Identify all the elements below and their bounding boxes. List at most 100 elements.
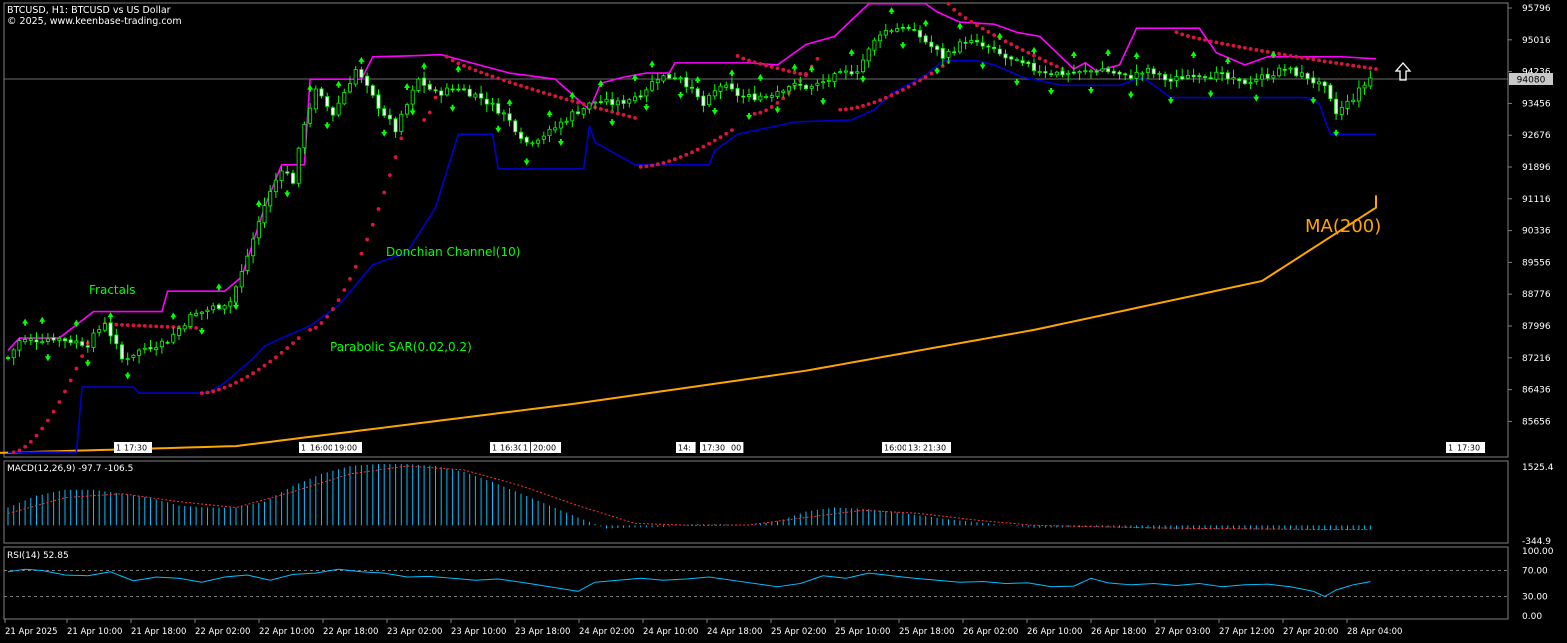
fractal-up-icon (358, 56, 365, 64)
sar-dot (502, 78, 506, 83)
bull-candle-body (239, 271, 244, 288)
sar-dot (160, 324, 164, 329)
bull-candle-body (1134, 71, 1139, 79)
sar-dot (496, 76, 501, 81)
bull-candle-body (650, 81, 655, 91)
time-marker-label: 00 (731, 444, 741, 453)
fractal-down-icon (677, 91, 684, 99)
bear-candle-body (1311, 77, 1316, 84)
bear-candle-body (1009, 56, 1014, 60)
time-marker-label: 19:00 (334, 444, 357, 453)
sar-dot (51, 409, 56, 414)
bear-candle-body (1049, 73, 1054, 75)
sar-dot (866, 102, 871, 107)
sar-dot (975, 23, 979, 28)
bull-candle-body (712, 90, 717, 97)
sar-dot (918, 78, 922, 83)
bear-candle-body (672, 77, 677, 80)
fractal-down-icon (1333, 129, 1340, 137)
bull-candle-body (587, 102, 592, 110)
bear-candle-body (148, 347, 153, 350)
bull-candle-body (553, 127, 558, 131)
time-marker-box (1446, 442, 1456, 453)
sar-dot (1334, 61, 1338, 65)
bull-candle-body (171, 333, 176, 343)
bull-candle-body (222, 305, 227, 310)
sar-dot (68, 378, 73, 383)
time-tick-label: 26 Apr 02:00 (963, 627, 1018, 637)
sar-dot (741, 56, 746, 61)
bear-candle-body (923, 35, 928, 43)
time-tick-label: 26 Apr 18:00 (1091, 627, 1146, 637)
fractal-up-icon (1224, 57, 1231, 65)
sar-dot (1191, 35, 1196, 40)
bear-candle-body (450, 88, 455, 91)
fractal-down-icon (979, 62, 986, 70)
fractal-up-icon (546, 110, 553, 118)
bull-candle-body (661, 75, 666, 82)
bear-candle-body (365, 75, 370, 86)
sar-dot (844, 107, 848, 112)
bull-candle-body (444, 87, 449, 96)
bear-candle-body (1334, 98, 1339, 115)
bull-candle-body (23, 339, 28, 343)
bull-candle-body (1089, 70, 1094, 73)
bear-candle-body (621, 99, 626, 104)
bear-candle-body (433, 89, 438, 92)
sar-dot (399, 136, 404, 141)
sar-dot (1322, 59, 1327, 64)
sar-dot (296, 336, 301, 340)
time-marker-label: 14: (678, 444, 691, 453)
sar-dot (342, 288, 347, 292)
sar-dot (1288, 53, 1293, 58)
bull-candle-body (838, 71, 843, 74)
bear-candle-body (1180, 76, 1185, 80)
fractal-down-icon (84, 359, 91, 367)
sar-dot (11, 450, 16, 455)
bear-candle-body (1123, 73, 1128, 76)
sar-dot (262, 363, 267, 368)
donchian-channel-layer (7, 2, 1377, 454)
time-marker-label: 20:00 (533, 444, 556, 453)
sar-dot (1003, 39, 1008, 44)
bear-candle-body (1220, 72, 1225, 75)
bear-candle-body (1208, 77, 1213, 80)
time-marker-box (906, 442, 926, 453)
donchian-lower-line (8, 60, 1376, 454)
fractal-up-icon (1133, 51, 1140, 59)
bear-candle-body (1094, 70, 1099, 73)
sar-dot (114, 322, 119, 327)
price-tick-label: 87216 (1522, 354, 1551, 364)
sar-dot (1037, 56, 1042, 61)
bull-candle-body (1248, 82, 1253, 85)
sar-dot (690, 150, 694, 155)
fractal-down-icon (324, 122, 331, 130)
bull-candle-body (245, 255, 250, 271)
fractal-up-icon (996, 32, 1003, 40)
fractal-up-icon (455, 65, 462, 73)
time-marker-label: 1 (523, 444, 528, 453)
bear-candle-body (963, 41, 968, 44)
bull-candle-body (570, 111, 575, 122)
fractal-down-icon (746, 112, 752, 120)
fractal-up-icon (1105, 48, 1112, 56)
bull-candle-body (558, 121, 563, 129)
price-tick-label: 85656 (1522, 417, 1551, 427)
sar-dot (1203, 38, 1207, 42)
rsi-tick-label: 0.00 (1522, 612, 1542, 622)
time-marker-box (676, 442, 696, 453)
sar-dot (142, 324, 147, 328)
price-tick-label: 95796 (1522, 4, 1551, 14)
bull-candle-body (633, 96, 638, 102)
bear-candle-body (467, 88, 472, 97)
sar-dot (1009, 42, 1014, 47)
bull-candle-body (268, 191, 273, 207)
bull-candle-body (233, 286, 238, 303)
bull-candle-body (786, 86, 791, 92)
bear-candle-body (85, 345, 90, 348)
bear-candle-body (1003, 53, 1008, 59)
bull-candle-body (861, 59, 866, 73)
sar-dot (564, 97, 569, 102)
sar-dot (1265, 50, 1270, 54)
chart-title: BTCUSD, H1: BTCUSD vs US Dollar (7, 5, 171, 16)
